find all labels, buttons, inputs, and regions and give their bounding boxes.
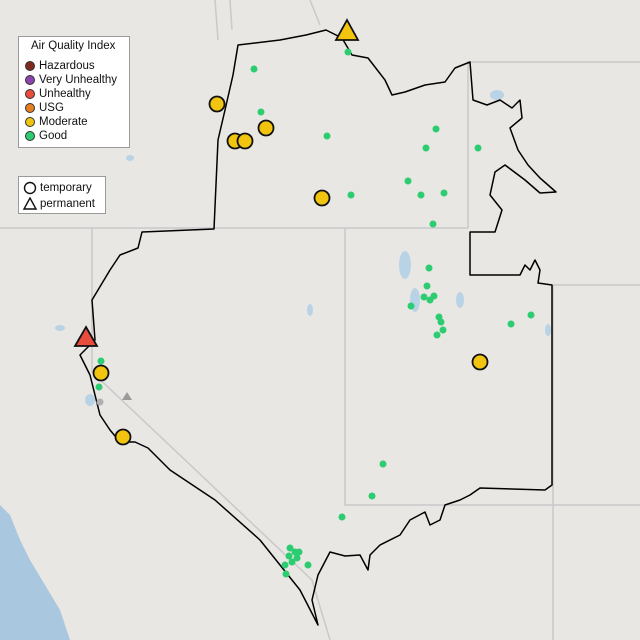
circle-icon [23, 181, 37, 194]
legend-item-hazardous: Hazardous [25, 59, 95, 73]
hazardous-icon [25, 61, 35, 71]
legend-item-permanent: permanent [23, 196, 95, 211]
legend-label: Good [39, 130, 68, 142]
moderate-monitors [92, 95, 489, 446]
legend-item-good: Good [25, 129, 67, 143]
moderate-icon [25, 117, 35, 127]
triangle-icon [23, 196, 37, 210]
good-icon [25, 131, 35, 141]
good-monitors [95, 48, 535, 578]
legend-item-temporary: temporary [23, 180, 92, 195]
legend-item-usg: USG [25, 101, 64, 115]
usg-icon [25, 103, 35, 113]
water-bodies [55, 90, 551, 406]
legend-label: temporary [40, 181, 92, 194]
unhealthy-permanent-monitor [73, 325, 99, 347]
moderate-permanent-monitor [334, 18, 360, 41]
legend-label: Hazardous [39, 60, 95, 72]
legend-label: Very Unhealthy [39, 74, 117, 86]
monitor-type-legend: temporary permanent [18, 176, 106, 214]
legend-title: Air Quality Index [31, 40, 116, 52]
legend-label: Moderate [39, 116, 88, 128]
legend-item-moderate: Moderate [25, 115, 88, 129]
no-data-monitor [122, 392, 132, 400]
aqi-legend: Air Quality Index Hazardous Very Unhealt… [18, 36, 130, 148]
legend-label: permanent [40, 197, 95, 210]
unhealthy-icon [25, 89, 35, 99]
legend-item-unhealthy: Unhealthy [25, 87, 91, 101]
legend-label: Unhealthy [39, 88, 91, 100]
ocean [0, 505, 70, 640]
legend-label: USG [39, 102, 64, 114]
legend-item-very-unhealthy: Very Unhealthy [25, 73, 117, 87]
very-unhealthy-icon [25, 75, 35, 85]
no-data-monitor-small [96, 398, 104, 406]
region-boundary [79, 29, 557, 626]
